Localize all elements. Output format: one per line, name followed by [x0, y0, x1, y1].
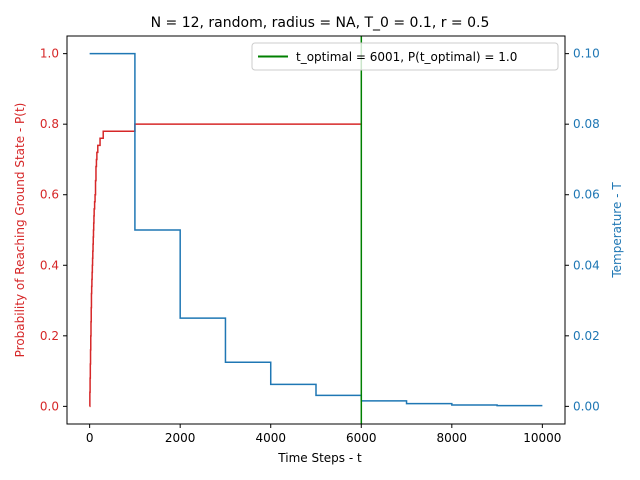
series-layer — [89, 36, 543, 424]
chart-title: N = 12, random, radius = NA, T_0 = 0.1, … — [151, 15, 490, 31]
left-axis: 0.0 0.2 0.4 0.6 0.8 1.0 — [40, 47, 67, 413]
legend-label-optimal: t_optimal = 6001, P(t_optimal) = 1.0 — [296, 50, 517, 64]
y-left-tick-label: 1.0 — [40, 47, 59, 61]
y-left-tick-label: 0.2 — [40, 329, 59, 343]
probability-series-line — [89, 123, 362, 408]
y-axis-left-label: Probability of Reaching Ground State - P… — [13, 103, 27, 358]
legend: t_optimal = 6001, P(t_optimal) = 1.0 — [251, 42, 559, 71]
y-right-tick-label: 0.04 — [573, 258, 600, 272]
y-left-tick-label: 0.8 — [40, 117, 59, 131]
y-right-tick-label: 0.00 — [573, 399, 600, 413]
y-right-tick-label: 0.10 — [573, 47, 600, 61]
x-tick-label: 10000 — [523, 431, 561, 445]
legend-box — [251, 42, 559, 71]
x-axis: 0 2000 4000 6000 8000 10000 — [86, 424, 561, 445]
x-tick-label: 6000 — [346, 431, 377, 445]
temperature-series-line — [89, 52, 543, 407]
x-tick-label: 0 — [86, 431, 94, 445]
x-tick-label: 2000 — [165, 431, 196, 445]
y-right-tick-label: 0.06 — [573, 188, 600, 202]
y-left-tick-label: 0.4 — [40, 258, 59, 272]
x-axis-label: Time Steps - t — [277, 451, 362, 465]
y-right-tick-label: 0.02 — [573, 329, 600, 343]
y-left-tick-label: 0.0 — [40, 399, 59, 413]
x-tick-label: 8000 — [437, 431, 468, 445]
plot-frame — [66, 35, 566, 425]
right-axis: 0.00 0.02 0.04 0.06 0.08 0.10 — [565, 47, 600, 413]
y-left-tick-label: 0.6 — [40, 188, 59, 202]
x-tick-label: 4000 — [255, 431, 286, 445]
y-axis-right-label: Temperature - T — [610, 182, 624, 279]
y-right-tick-label: 0.08 — [573, 117, 600, 131]
